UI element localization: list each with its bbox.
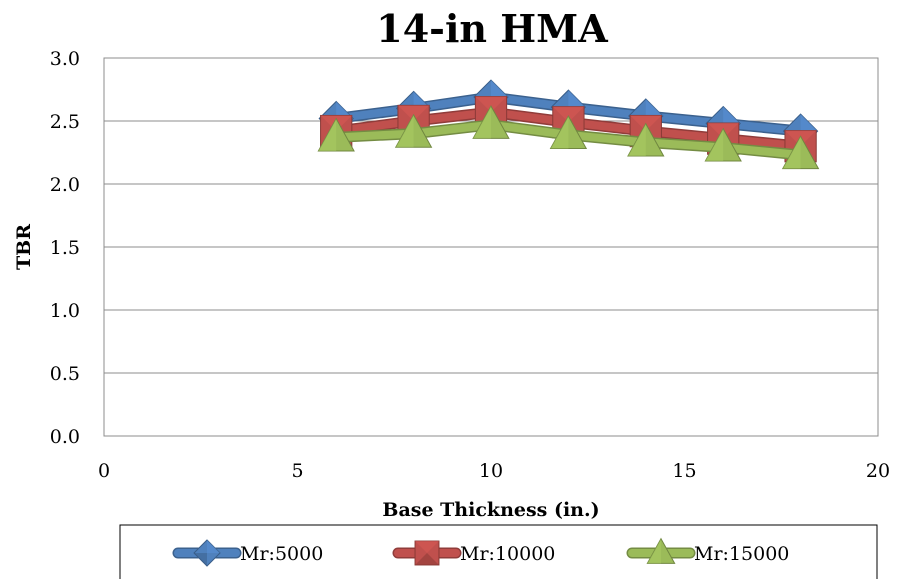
marker-highlight	[473, 106, 491, 139]
legend-label: Mr:10000	[460, 543, 555, 565]
legend-label: Mr:5000	[240, 543, 323, 565]
marker-highlight	[413, 91, 431, 109]
legend-item: Mr:5000	[172, 539, 323, 567]
x-axis-ticks: 0 5 10 15 20	[98, 460, 890, 482]
x-tick-label: 10	[479, 460, 503, 482]
data-point	[704, 127, 742, 162]
marker-highlight	[395, 114, 414, 148]
y-tick-label: 1.5	[50, 237, 80, 259]
marker-highlight	[627, 123, 646, 157]
data-point	[472, 105, 510, 139]
x-axis-label: Base Thickness (in.)	[382, 499, 599, 521]
y-tick-label: 1.0	[50, 300, 80, 322]
legend-box	[119, 524, 878, 579]
legend-marker	[646, 537, 676, 564]
marker-triangle	[704, 127, 742, 162]
marker-triangle	[317, 117, 355, 152]
y-axis-ticks: 0.0 0.5 1.0 1.5 2.0 2.5 3.0	[50, 48, 80, 448]
legend-item: Mr:10000	[392, 540, 555, 566]
series-layer	[317, 79, 820, 170]
y-tick-label: 3.0	[50, 48, 80, 70]
marker-highlight	[645, 98, 663, 116]
x-tick-label: 5	[291, 460, 303, 482]
marker-highlight	[475, 96, 507, 113]
marker-highlight	[647, 538, 661, 564]
plot-area	[103, 57, 879, 437]
legend: Mr:5000 Mr:10000 Mr:15000	[119, 524, 878, 579]
marker-triangle	[646, 537, 676, 564]
y-axis-label: TBR	[13, 224, 35, 270]
marker-highlight	[397, 105, 430, 121]
marker-triangle	[781, 135, 820, 170]
marker-highlight	[800, 114, 818, 132]
y-tick-label: 0.0	[50, 426, 80, 448]
legend-marker	[414, 540, 440, 566]
legend-item: Mr:15000	[626, 537, 789, 565]
marker-highlight	[336, 101, 354, 119]
data-point	[394, 113, 433, 148]
series-mr-15000	[317, 105, 820, 170]
marker-highlight	[318, 118, 337, 151]
y-tick-label: 2.0	[50, 174, 80, 196]
marker-highlight	[552, 106, 585, 123]
y-tick-label: 0.5	[50, 363, 80, 385]
data-point	[549, 115, 588, 149]
y-tick-label: 2.5	[50, 111, 80, 133]
data-point	[627, 122, 665, 157]
data-point	[317, 117, 355, 152]
x-tick-label: 15	[672, 460, 696, 482]
marker-triangle	[472, 105, 510, 139]
marker-triangle	[627, 122, 665, 157]
marker-triangle	[394, 113, 433, 148]
marker-highlight	[415, 541, 439, 553]
marker-highlight	[705, 128, 724, 162]
marker-shadow	[415, 553, 439, 565]
marker-triangle	[549, 115, 588, 149]
data-point	[781, 135, 820, 170]
chart-title: 14-in HMA	[376, 6, 608, 51]
marker-highlight	[568, 90, 586, 108]
marker-highlight	[723, 106, 741, 124]
marker-highlight	[207, 540, 220, 553]
marker-highlight	[782, 136, 801, 169]
x-tick-label: 20	[866, 460, 890, 482]
legend-label: Mr:15000	[694, 543, 789, 565]
legend-marker	[193, 539, 221, 567]
marker-shadow	[194, 553, 207, 566]
marker-highlight	[491, 80, 508, 98]
marker-highlight	[550, 116, 569, 149]
x-tick-label: 0	[98, 460, 110, 482]
